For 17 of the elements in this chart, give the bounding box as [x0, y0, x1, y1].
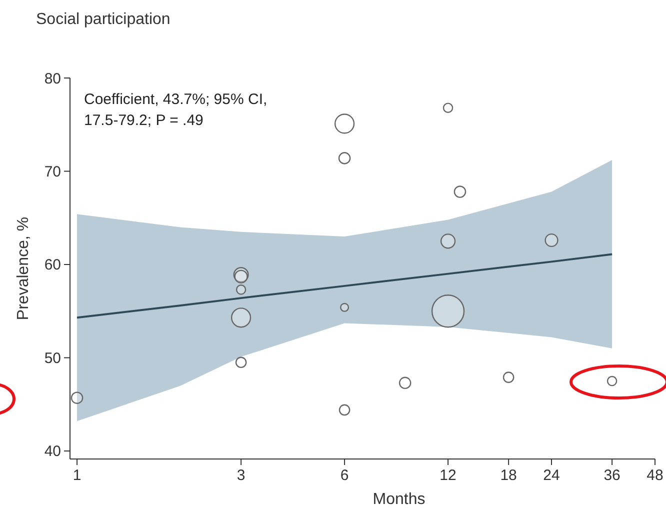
- x-tick-label: 24: [543, 467, 560, 484]
- y-tick-label: 50: [44, 350, 61, 367]
- x-tick-label: 36: [604, 467, 620, 484]
- y-tick-label: 80: [44, 70, 61, 88]
- x-tick-label: 3: [236, 467, 246, 484]
- x-axis-title: Months: [372, 491, 426, 508]
- x-tick-label: 12: [440, 467, 456, 484]
- chart-title: Social participation: [36, 11, 170, 28]
- x-tick-label: 1: [72, 467, 82, 484]
- x-tick-label: 6: [340, 467, 349, 484]
- x-tick-label: 48: [646, 467, 664, 484]
- y-tick-label: 70: [44, 163, 61, 180]
- y-axis-title: Prevalence, %: [15, 216, 32, 320]
- y-tick-label: 60: [44, 256, 61, 274]
- annotation: Coefficient, 43.7%; 95% CI, 17.5-79.2; P = .49: [84, 91, 268, 129]
- y-tick-label: 40: [44, 443, 61, 460]
- x-tick-label: 18: [500, 467, 517, 484]
